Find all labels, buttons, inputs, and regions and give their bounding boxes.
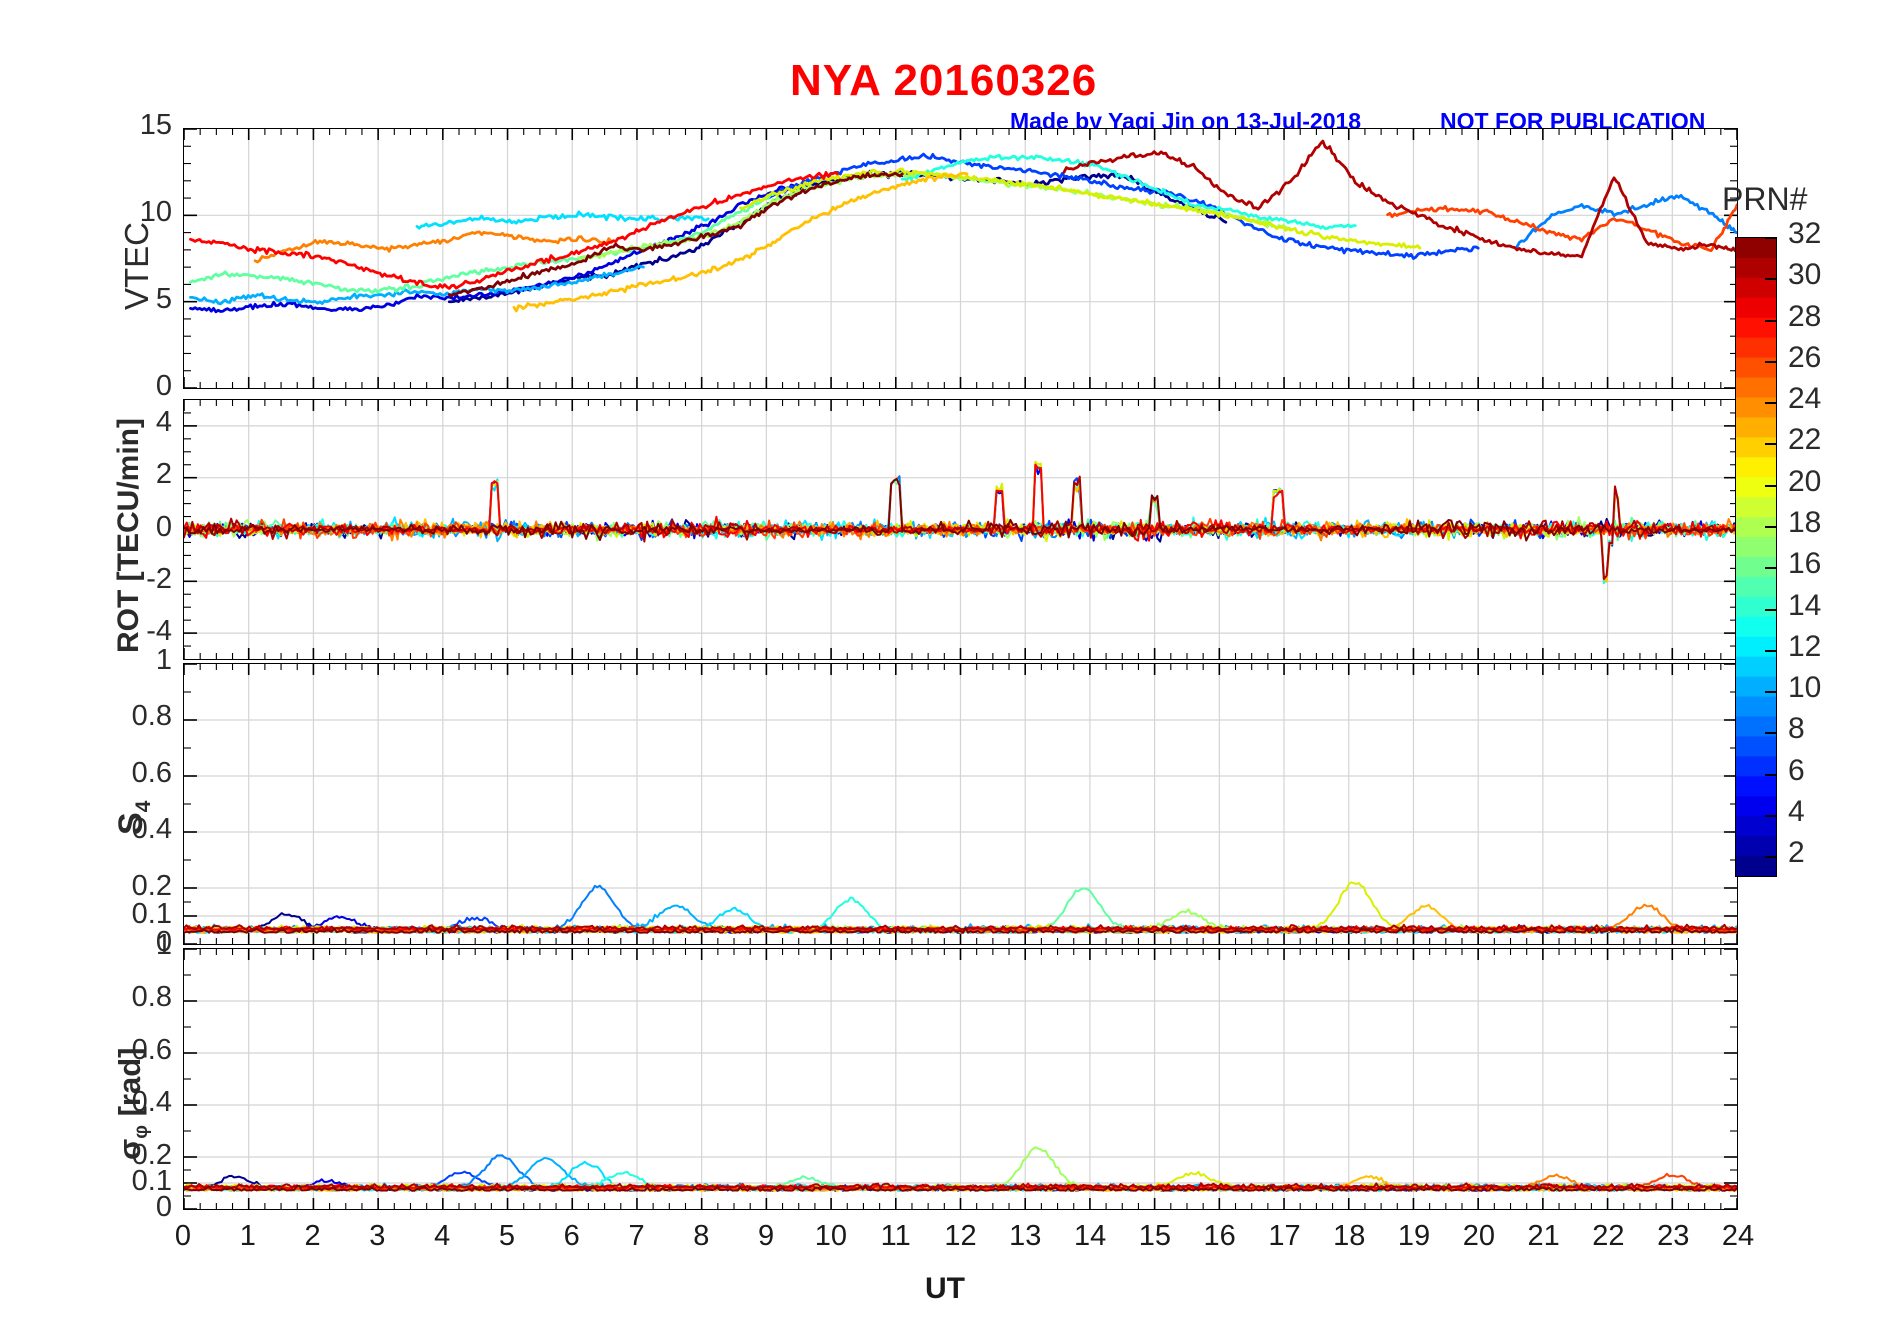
colorbar-tick-label: 10 [1788,671,1822,705]
y-tick-label: 0.8 [131,700,172,733]
x-tick-label: 4 [434,1220,451,1252]
colorbar-tick-mark [1765,237,1776,239]
y-tick-label: 0 [155,370,172,402]
y-tick-label: 0.1 [131,1164,172,1197]
colorbar-tick-mark [1765,526,1776,529]
panel-sigma-phi [183,948,1738,1210]
colorbar-tick-label: 32 [1788,217,1822,250]
x-tick-label: 9 [758,1220,775,1252]
page-title: NYA 20160326 [790,56,1098,105]
x-tick-label: 21 [1527,1220,1560,1252]
y-tick-label: 0.4 [131,813,172,846]
y-tick-label: 0 [155,1191,172,1223]
x-tick-label: 1 [239,1220,256,1252]
colorbar-tick-label: 4 [1788,795,1805,829]
colorbar-tick-label: 20 [1788,464,1822,498]
s4-label-subscript: 4 [131,800,155,813]
x-tick-label: 11 [880,1220,911,1252]
colorbar-tick-label: 8 [1788,712,1805,746]
y-tick-label: 5 [155,283,172,315]
y-tick-label: 0.6 [131,1033,172,1066]
sigma-subscript: φ [131,1125,153,1139]
colorbar-tick-mark [1765,402,1776,405]
y-tick-label: 0.6 [131,756,172,789]
y-tick-label: 1 [155,929,172,961]
axis-label-rot: ROT [TECU/min] [112,418,145,653]
y-tick-label: 0.2 [131,1138,172,1171]
colorbar-tick-mark [1765,856,1776,859]
x-tick-label: 18 [1333,1220,1366,1252]
colorbar-tick-mark [1765,443,1776,446]
colorbar-tick-mark [1765,649,1776,652]
y-tick-label: 0 [155,926,172,958]
colorbar-tick-label: 28 [1788,299,1822,333]
colorbar-tick-mark [1765,608,1776,611]
x-tick-label: 2 [304,1220,321,1252]
x-tick-label: 24 [1721,1220,1755,1252]
y-tick-label: 4 [155,406,172,439]
colorbar-prn[interactable] [1735,237,1777,877]
y-tick-label: 15 [139,109,172,141]
x-tick-label: 13 [1009,1220,1042,1252]
x-tick-label: 5 [498,1220,516,1252]
x-tick-label: 6 [563,1220,580,1252]
colorbar-tick-label: 6 [1788,753,1805,787]
colorbar-tick-label: 22 [1788,423,1822,457]
x-tick-label: 23 [1657,1220,1690,1252]
y-tick-label: 1 [155,644,172,676]
colorbar-tick-label: 18 [1788,506,1822,540]
colorbar-tick-label: 12 [1788,629,1822,663]
y-tick-label: 10 [139,196,172,228]
y-tick-label: 2 [155,458,172,491]
x-tick-label: 20 [1462,1220,1495,1252]
colorbar-tick-mark [1765,773,1776,776]
colorbar-tick-mark [1765,278,1776,281]
x-tick-label: 10 [814,1220,848,1252]
y-tick-label: 0.1 [131,897,172,930]
x-tick-label: 14 [1073,1220,1107,1252]
y-tick-label: 0.8 [131,981,172,1014]
x-tick-label: 22 [1592,1220,1625,1252]
x-tick-label: 8 [693,1220,710,1252]
x-tick-label: 19 [1397,1220,1431,1252]
panel-s4 [183,663,1738,945]
axis-label-vtec: VTEC [118,221,155,310]
colorbar-tick-mark [1765,691,1776,694]
colorbar-tick-label: 16 [1788,547,1822,581]
y-tick-label: 0.4 [131,1086,172,1119]
x-tick-label: 17 [1268,1220,1301,1252]
x-tick-label: 3 [369,1220,386,1252]
colorbar-tick-mark [1765,815,1776,818]
y-tick-label: 0 [155,510,172,543]
x-tick-label: 12 [944,1220,977,1252]
x-tick-label: 0 [174,1220,192,1252]
x-tick-label: 15 [1138,1220,1171,1252]
axis-label-ut: UT [925,1272,965,1305]
colorbar-tick-label: 14 [1788,588,1822,622]
y-tick-label: 0.2 [131,869,172,902]
y-tick-label: -4 [146,614,172,647]
colorbar-tick-mark [1765,319,1776,322]
x-tick-label: 16 [1203,1220,1236,1252]
colorbar-tick-mark [1765,360,1776,363]
panel-rot [183,399,1738,660]
panel-vtec [183,128,1738,389]
colorbar-tick-label: 2 [1788,836,1805,870]
y-tick-label: -2 [146,562,172,595]
colorbar-tick-mark [1765,484,1776,487]
colorbar-tick-mark [1765,567,1776,570]
colorbar-tick-mark [1765,732,1776,735]
colorbar-tick-label: 26 [1788,340,1822,374]
colorbar-tick-label: 24 [1788,382,1822,416]
x-tick-label: 7 [628,1220,645,1252]
colorbar-tick-label: 30 [1788,258,1822,292]
colorbar-title: PRN# [1722,181,1808,217]
